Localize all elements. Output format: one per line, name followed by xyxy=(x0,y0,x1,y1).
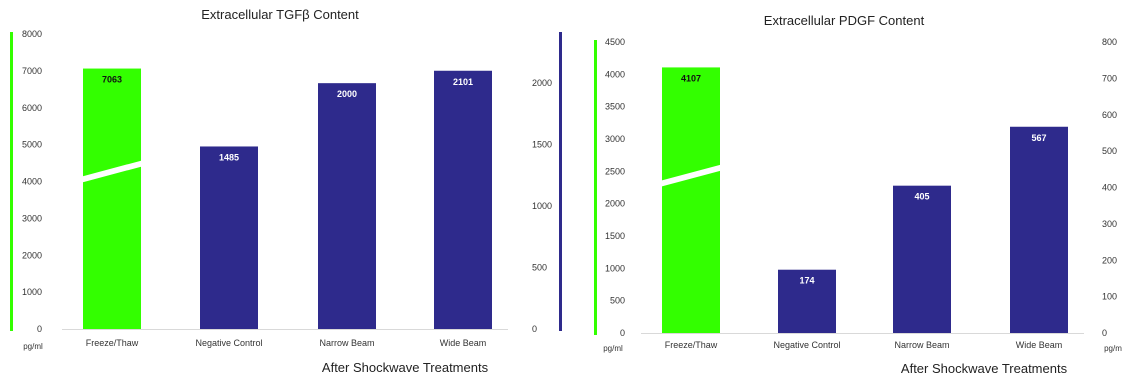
chart1-x-axis-label: After Shockwave Treatments xyxy=(322,360,489,375)
chart2-left-tick-label: 3000 xyxy=(605,134,625,144)
chart1-bar xyxy=(83,68,141,329)
chart1-left-tick-label: 0 xyxy=(37,324,42,334)
chart1-left-tick-label: 7000 xyxy=(22,66,42,76)
chart2-category-label: Freeze/Thaw xyxy=(665,340,718,350)
chart1-value-label: 2000 xyxy=(337,89,357,99)
chart2-value-label: 4107 xyxy=(681,73,701,83)
chart2-bar xyxy=(893,185,951,333)
chart1-value-label: 2101 xyxy=(453,77,473,87)
chart1-left-tick-label: 6000 xyxy=(22,103,42,113)
chart1-category-label: Freeze/Thaw xyxy=(86,338,139,348)
chart2-bar xyxy=(778,269,836,333)
chart1-left-axis-bar xyxy=(10,32,13,331)
chart2-left-tick-label: 3500 xyxy=(605,102,625,112)
chart2-left-tick-label: 1000 xyxy=(605,263,625,273)
chart2-right-tick-label: 800 xyxy=(1102,37,1117,47)
chart2-bar xyxy=(1010,126,1068,333)
chart1-value-label: 1485 xyxy=(219,152,239,162)
chart1-left-tick-label: 1000 xyxy=(22,287,42,297)
chart2-x-axis-label: After Shockwave Treatments xyxy=(901,361,1068,376)
chart2-right-tick-label: 700 xyxy=(1102,73,1117,83)
chart2-axis-break xyxy=(661,164,721,187)
chart2-right-unit: pg/m xyxy=(1104,344,1122,353)
chart2-right-tick-label: 100 xyxy=(1102,292,1117,302)
chart1-title: Extracellular TGFβ Content xyxy=(201,7,359,22)
chart2-left-tick-label: 2500 xyxy=(605,166,625,176)
chart2-left-axis-bar xyxy=(594,40,597,335)
chart1-left-tick-label: 2000 xyxy=(22,250,42,260)
chart2-right-tick-label: 0 xyxy=(1102,328,1107,338)
chart1-left-tick-label: 3000 xyxy=(22,213,42,223)
chart2-right-tick-label: 200 xyxy=(1102,255,1117,265)
chart1-category-label: Narrow Beam xyxy=(319,338,374,348)
chart2-right-tick-label: 500 xyxy=(1102,146,1117,156)
chart1-right-tick-label: 0 xyxy=(532,324,537,334)
chart1-left-tick-label: 5000 xyxy=(22,140,42,150)
chart2-left-tick-label: 2000 xyxy=(605,199,625,209)
chart2-right-tick-label: 300 xyxy=(1102,219,1117,229)
chart1-right-axis-bar xyxy=(559,32,562,331)
chart2-left-tick-label: 4500 xyxy=(605,37,625,47)
chart2-right-tick-label: 400 xyxy=(1102,183,1117,193)
chart1-bar xyxy=(318,83,376,330)
chart2-left-tick-label: 1500 xyxy=(605,231,625,241)
chart2-category-label: Narrow Beam xyxy=(894,340,949,350)
chart1-left-unit: pg/ml xyxy=(23,342,43,351)
chart2-left-tick-label: 0 xyxy=(620,328,625,338)
chart2-right-tick-label: 600 xyxy=(1102,110,1117,120)
chart2-value-label: 567 xyxy=(1031,133,1046,143)
chart2-title: Extracellular PDGF Content xyxy=(764,13,925,28)
chart1-left-tick-label: 8000 xyxy=(22,29,42,39)
chart1-category-label: Negative Control xyxy=(195,338,262,348)
chart2-category-label: Negative Control xyxy=(773,340,840,350)
chart1-bar xyxy=(200,146,258,329)
chart2-value-label: 174 xyxy=(799,276,814,286)
chart1-right-tick-label: 2000 xyxy=(532,78,552,88)
chart1-right-tick-label: 1500 xyxy=(532,140,552,150)
chart2-category-label: Wide Beam xyxy=(1016,340,1063,350)
chart1-right-tick-label: 1000 xyxy=(532,201,552,211)
chart1-left-tick-label: 4000 xyxy=(22,177,42,187)
chart2-left-tick-label: 500 xyxy=(610,296,625,306)
chart1-bar xyxy=(434,70,492,330)
chart2-bar xyxy=(662,67,720,333)
chart2-value-label: 405 xyxy=(914,192,929,202)
chart1-value-label: 7063 xyxy=(102,75,122,85)
chart2-left-unit: pg/ml xyxy=(603,344,623,353)
chart2-left-tick-label: 4000 xyxy=(605,69,625,79)
chart1-axis-break xyxy=(82,160,142,183)
chart1-category-label: Wide Beam xyxy=(440,338,487,348)
chart1-right-tick-label: 500 xyxy=(532,263,547,273)
